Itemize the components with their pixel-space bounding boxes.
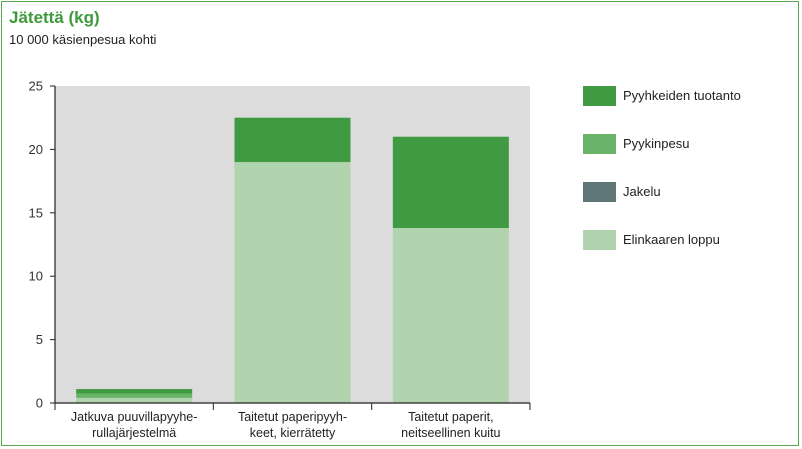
legend-swatch-jakelu bbox=[583, 182, 616, 202]
y-tick-label: 5 bbox=[36, 332, 43, 347]
legend-label: Jakelu bbox=[623, 184, 661, 199]
chart-title: Jätettä (kg) bbox=[9, 8, 100, 27]
y-tick-label: 15 bbox=[29, 205, 43, 220]
x-category-labels: Jatkuva puuvillapyyhe-rullajärjestelmä Ta… bbox=[71, 410, 501, 440]
legend-swatch-pyykinpesu bbox=[583, 134, 616, 154]
axes-group bbox=[50, 85, 531, 410]
legend-label: Pyyhkeiden tuotanto bbox=[623, 88, 741, 103]
bar-segment-pyyhkeiden-tuotanto bbox=[76, 389, 193, 394]
y-tick-label: 20 bbox=[29, 142, 43, 157]
legend-swatch-elinkaaren-loppu bbox=[583, 230, 616, 250]
bar-segment-elinkaaren-loppu bbox=[234, 162, 351, 403]
y-tick-labels: 0 5 10 15 20 25 bbox=[29, 79, 43, 411]
y-tick-label: 0 bbox=[36, 396, 43, 411]
bar-segment-elinkaaren-loppu bbox=[392, 228, 509, 403]
y-tick-label: 25 bbox=[29, 79, 43, 94]
x-category-label: Jatkuva puuvillapyyhe- bbox=[71, 410, 197, 424]
bar-segment-elinkaaren-loppu bbox=[76, 397, 193, 403]
bar-segment-pyykinpesu bbox=[76, 393, 193, 398]
legend-label: Elinkaaren loppu bbox=[623, 232, 720, 247]
legend-swatch-pyyhkeiden-tuotanto bbox=[583, 86, 616, 106]
bars-group bbox=[76, 117, 509, 403]
y-tick-label: 10 bbox=[29, 269, 43, 284]
chart-subtitle: 10 000 käsienpesua kohti bbox=[9, 32, 157, 47]
x-category-label: neitseellinen kuitu bbox=[401, 426, 500, 440]
bar-segment-pyyhkeiden-tuotanto bbox=[234, 117, 351, 163]
x-category-label: Taitetut paperipyyh- bbox=[238, 410, 347, 424]
legend: Pyyhkeiden tuotanto Pyykinpesu Jakelu Elink… bbox=[583, 86, 741, 250]
bar-segment-pyyhkeiden-tuotanto bbox=[392, 136, 509, 229]
x-category-label: rullajärjestelmä bbox=[92, 426, 176, 440]
x-category-label: keet, kierrätetty bbox=[250, 426, 336, 440]
legend-label: Pyykinpesu bbox=[623, 136, 689, 151]
x-category-label: Taitetut paperit, bbox=[408, 410, 493, 424]
